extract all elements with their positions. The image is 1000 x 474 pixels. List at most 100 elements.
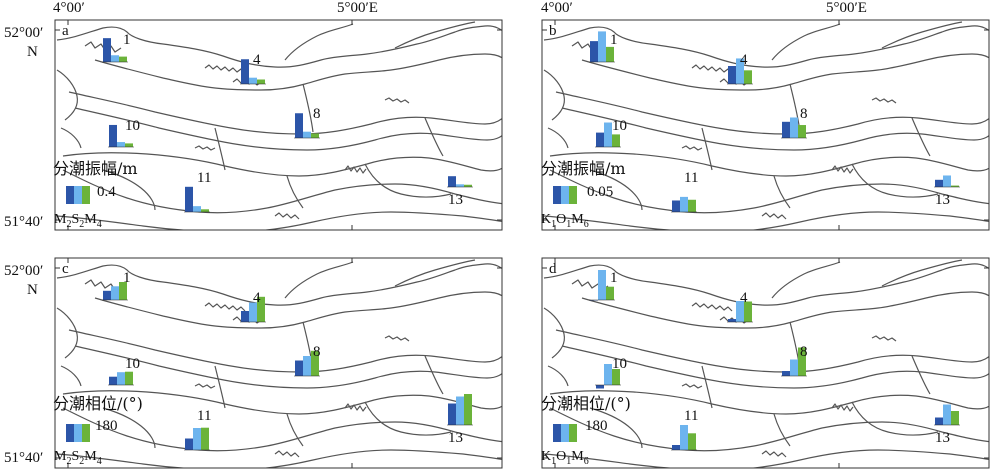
station-1-bar-1 <box>590 41 598 62</box>
lat-label-52-top: 52°00′ <box>4 25 44 41</box>
station-label-8: 8 <box>313 344 321 360</box>
legend-value-c: 180 <box>95 418 118 434</box>
constituents-label-c: M2S2M4 <box>54 449 102 467</box>
station-4-bar-1 <box>728 66 736 84</box>
station-11-bar-3 <box>688 199 696 212</box>
station-8-bar-2 <box>790 359 798 376</box>
map-frame <box>541 257 990 469</box>
map-frame <box>54 19 503 231</box>
station-4-bar-2 <box>736 58 744 84</box>
station-label-10: 10 <box>125 356 140 372</box>
station-13-bar-3 <box>951 185 959 187</box>
station-1-bar-1 <box>103 290 111 300</box>
station-label-11: 11 <box>197 408 212 424</box>
panel-letter-c: c <box>62 261 69 277</box>
station-label-11: 11 <box>684 408 699 424</box>
station-13-bar-1 <box>935 179 943 187</box>
station-4-bar-3 <box>744 301 752 322</box>
panel-letter-b: b <box>549 23 557 39</box>
constituents-label-d: K1O1M6 <box>541 449 589 467</box>
station-10-bar-1 <box>109 376 117 385</box>
legend-bar-1 <box>553 424 561 442</box>
panel-c <box>54 257 503 469</box>
station-11-bar-3 <box>201 209 209 212</box>
legend-bar-2 <box>74 186 82 204</box>
station-8-bar-2 <box>790 117 798 138</box>
station-label-4: 4 <box>740 290 748 306</box>
lat-label-5140-top: 51°40′ <box>4 214 44 230</box>
station-label-13: 13 <box>448 192 463 208</box>
lon-label-5-right: 5°00′E <box>826 0 867 16</box>
lat-label-5140-bottom: 51°40′ <box>4 450 44 466</box>
station-label-10: 10 <box>612 118 627 134</box>
station-4-bar-1 <box>241 311 249 322</box>
legend-value-d: 180 <box>585 418 608 434</box>
station-13-bar-2 <box>456 184 464 187</box>
station-10-bar-3 <box>125 371 133 385</box>
legend-title-a: 分潮振幅/m <box>53 159 138 178</box>
station-8-bar-1 <box>782 371 790 376</box>
lon-label-4-right: 4°00′ <box>541 0 573 16</box>
station-8-bar-1 <box>295 360 303 376</box>
panel-b <box>541 19 990 231</box>
station-10-bar-2 <box>604 364 612 385</box>
station-13-bar-3 <box>951 411 959 425</box>
station-4-bar-2 <box>736 301 744 322</box>
station-10-bar-2 <box>117 142 125 147</box>
station-13-bar-1 <box>448 176 456 187</box>
legend-bar-3 <box>569 424 577 442</box>
station-1-bar-1 <box>103 38 111 62</box>
station-13-bar-1 <box>935 417 943 425</box>
constituents-label-b: K1O1M6 <box>541 212 589 230</box>
legend-bar-2 <box>561 424 569 442</box>
station-10-bar-2 <box>604 122 612 147</box>
station-label-1: 1 <box>123 32 131 48</box>
station-1-bar-3 <box>606 46 614 62</box>
station-11-bar-1 <box>672 200 680 212</box>
station-10-bar-1 <box>109 124 117 147</box>
station-label-13: 13 <box>935 430 950 446</box>
panel-letter-d: d <box>549 261 557 277</box>
station-4-bar-3 <box>257 79 265 84</box>
legend-bar-1 <box>553 186 561 204</box>
station-label-13: 13 <box>448 430 463 446</box>
station-4-bar-3 <box>744 70 752 84</box>
station-11-bar-3 <box>201 427 209 450</box>
station-1-bar-2 <box>111 286 119 300</box>
station-4-bar-3 <box>257 296 265 322</box>
station-1-bar-3 <box>606 286 614 300</box>
station-10-bar-1 <box>596 385 604 389</box>
station-label-1: 1 <box>123 270 131 286</box>
station-11-bar-1 <box>185 186 193 212</box>
station-label-4: 4 <box>740 52 748 68</box>
station-8-bar-2 <box>303 131 311 138</box>
legend-bar-2 <box>74 424 82 442</box>
station-label-4: 4 <box>253 52 261 68</box>
station-label-8: 8 <box>800 106 808 122</box>
station-label-8: 8 <box>800 344 808 360</box>
station-11-bar-1 <box>672 445 680 450</box>
station-11-bar-2 <box>193 428 201 450</box>
station-1-bar-3 <box>119 56 127 62</box>
map-frame <box>541 19 990 231</box>
station-11-bar-2 <box>193 206 201 212</box>
station-8-bar-3 <box>311 350 319 376</box>
legend-bar-2 <box>561 186 569 204</box>
station-13-bar-1 <box>448 403 456 425</box>
station-10-bar-2 <box>117 372 125 385</box>
legend-bar-1 <box>66 424 74 442</box>
lat-label-n-bottom: N <box>27 282 38 298</box>
station-11-bar-1 <box>185 438 193 450</box>
station-4-bar-2 <box>249 77 257 84</box>
station-11-bar-2 <box>680 196 688 212</box>
legend-title-d: 分潮相位/(°) <box>541 394 631 413</box>
station-label-1: 1 <box>610 32 618 48</box>
station-1-bar-2 <box>598 31 606 62</box>
station-label-10: 10 <box>612 356 627 372</box>
station-10-bar-3 <box>612 369 620 385</box>
legend-bar-1 <box>66 186 74 204</box>
station-label-10: 10 <box>125 118 140 134</box>
station-8-bar-1 <box>782 121 790 138</box>
legend-title-b: 分潮振幅/m <box>541 159 626 178</box>
lon-label-5: 5°00′E <box>337 0 378 16</box>
